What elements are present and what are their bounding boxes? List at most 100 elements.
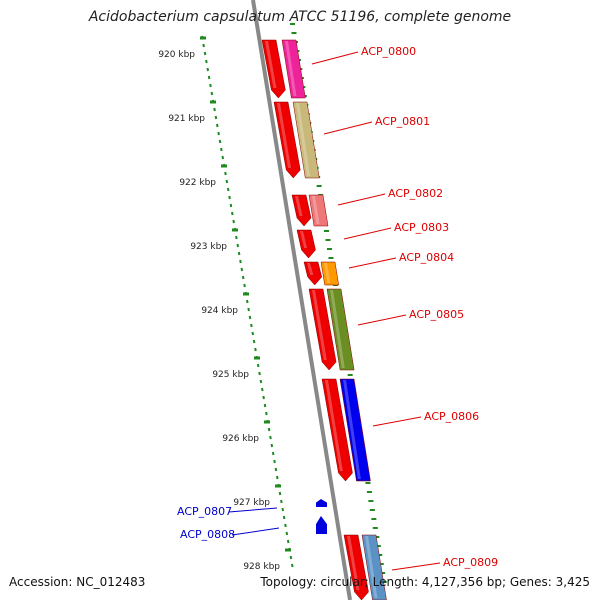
scale-dot <box>247 307 250 312</box>
scale-dot <box>241 275 245 280</box>
callout-leader-line <box>231 527 280 536</box>
scale-dot <box>236 243 240 248</box>
scale-tick-label: 924 kbp <box>201 306 238 316</box>
gene-feature <box>339 378 371 482</box>
scale-tick-label: 920 kbp <box>158 50 195 60</box>
cds-feature-highlight <box>347 536 360 590</box>
scale-dot <box>280 499 283 504</box>
scale-dot <box>261 387 264 392</box>
cds-feature-highlight <box>277 103 292 168</box>
gene-feature-highlight <box>330 290 345 368</box>
cds-feature <box>308 288 337 371</box>
cds-feature-highlight <box>307 263 314 275</box>
gene-label: ACP_0807 <box>177 505 232 518</box>
scale-dot <box>271 451 275 456</box>
gene-label: ACP_0804 <box>399 251 454 264</box>
gene-label: ACP_0806 <box>424 410 479 423</box>
gene-feature-highlight <box>285 41 297 96</box>
scale-dot <box>218 139 222 144</box>
scale-dot <box>240 267 244 272</box>
callout-leader-line <box>343 227 392 240</box>
gene-label: ACP_0800 <box>361 45 416 58</box>
genome-title: Acidobacterium capsulatum ATCC 51196, co… <box>88 9 512 25</box>
callout-leader-line <box>337 193 386 206</box>
gene-label: ACP_0805 <box>409 308 464 321</box>
cds-feature <box>321 378 353 482</box>
scale-dot <box>262 395 265 400</box>
scale-dot <box>281 507 285 512</box>
scale-dot <box>217 131 220 136</box>
scale-dot <box>284 523 287 528</box>
scale-dot <box>224 171 227 176</box>
scale-dot <box>210 91 214 96</box>
scale-dot <box>265 411 268 416</box>
gene-label: ACP_0803 <box>394 221 449 234</box>
scale-dot <box>243 283 246 288</box>
scale-dot <box>289 555 293 560</box>
scale-tick-label: 923 kbp <box>190 242 227 252</box>
scale-dot <box>205 59 208 64</box>
callout-leader-line <box>228 507 278 513</box>
gene-feature-highlight <box>365 536 378 598</box>
scale-dot <box>207 75 211 80</box>
gene-feature <box>326 288 355 371</box>
cds-feature-highlight <box>265 41 277 88</box>
cds-feature <box>303 261 322 286</box>
scale-dot <box>251 331 255 336</box>
scale-tick-label: 921 kbp <box>168 114 205 124</box>
scale-dot <box>285 531 289 536</box>
cds-feature <box>291 194 312 227</box>
reverse-gene-arrow <box>316 516 327 534</box>
scale-dot <box>229 203 233 208</box>
scale-dot <box>263 403 267 408</box>
scale-dot <box>220 147 223 152</box>
cds-feature-highlight <box>300 231 308 248</box>
backbone-line <box>251 0 352 600</box>
scale-dot <box>231 211 234 216</box>
scale-dot <box>259 379 263 384</box>
cds-feature-highlight <box>325 380 343 471</box>
scale-dot <box>206 67 210 72</box>
cds-feature-highlight <box>312 290 327 360</box>
cds-feature-highlight <box>295 196 303 216</box>
scale-dot <box>246 299 249 304</box>
gene-label: ACP_0809 <box>443 556 498 569</box>
scale-dot <box>252 339 256 344</box>
scale-tick-label: 927 kbp <box>233 498 270 508</box>
scale-dot <box>270 443 274 448</box>
gene-feature <box>292 101 320 179</box>
scale-dot <box>228 195 231 200</box>
scale-dot <box>254 347 257 352</box>
scale-dot <box>237 251 241 256</box>
callout-leader-line <box>311 51 359 65</box>
cds-feature <box>296 229 316 259</box>
scale-dot <box>256 363 260 368</box>
cds-feature <box>343 534 369 600</box>
scale-dot <box>202 43 205 48</box>
gene-callouts: ACP_0800 ACP_0801 ACP_0802 ACP_0803 ACP_0804… <box>177 45 498 571</box>
scale-dot <box>216 123 219 128</box>
scale-dot <box>239 259 242 264</box>
scale-dot <box>286 539 290 544</box>
gene-feature <box>320 261 340 286</box>
cds-feature <box>261 39 286 99</box>
scale-dot <box>213 107 216 112</box>
gene-feature-highlight <box>312 196 320 224</box>
scale-dot <box>225 179 229 184</box>
gene-label: ACP_0808 <box>180 528 235 541</box>
scale-tick-label: 928 kbp <box>243 562 280 572</box>
reverse-gene-arrow <box>316 499 327 507</box>
scale-dot <box>290 563 294 568</box>
gene-feature <box>281 39 306 99</box>
callout-leader-line <box>391 562 441 571</box>
gene-feature-highlight <box>343 380 361 479</box>
scale-dot <box>282 515 286 520</box>
callout-leader-line <box>372 416 422 427</box>
scale-dot <box>214 115 218 120</box>
scale-ticks: 920 kbp 921 kbp 922 kbp 923 kbp 924 kbp 925 k… <box>158 36 291 572</box>
scale-tick-label: 922 kbp <box>179 178 216 188</box>
scale-dot <box>273 459 276 464</box>
callout-leader-line <box>348 257 397 269</box>
scale-dot <box>267 427 271 432</box>
gene-label: ACP_0802 <box>388 187 443 200</box>
